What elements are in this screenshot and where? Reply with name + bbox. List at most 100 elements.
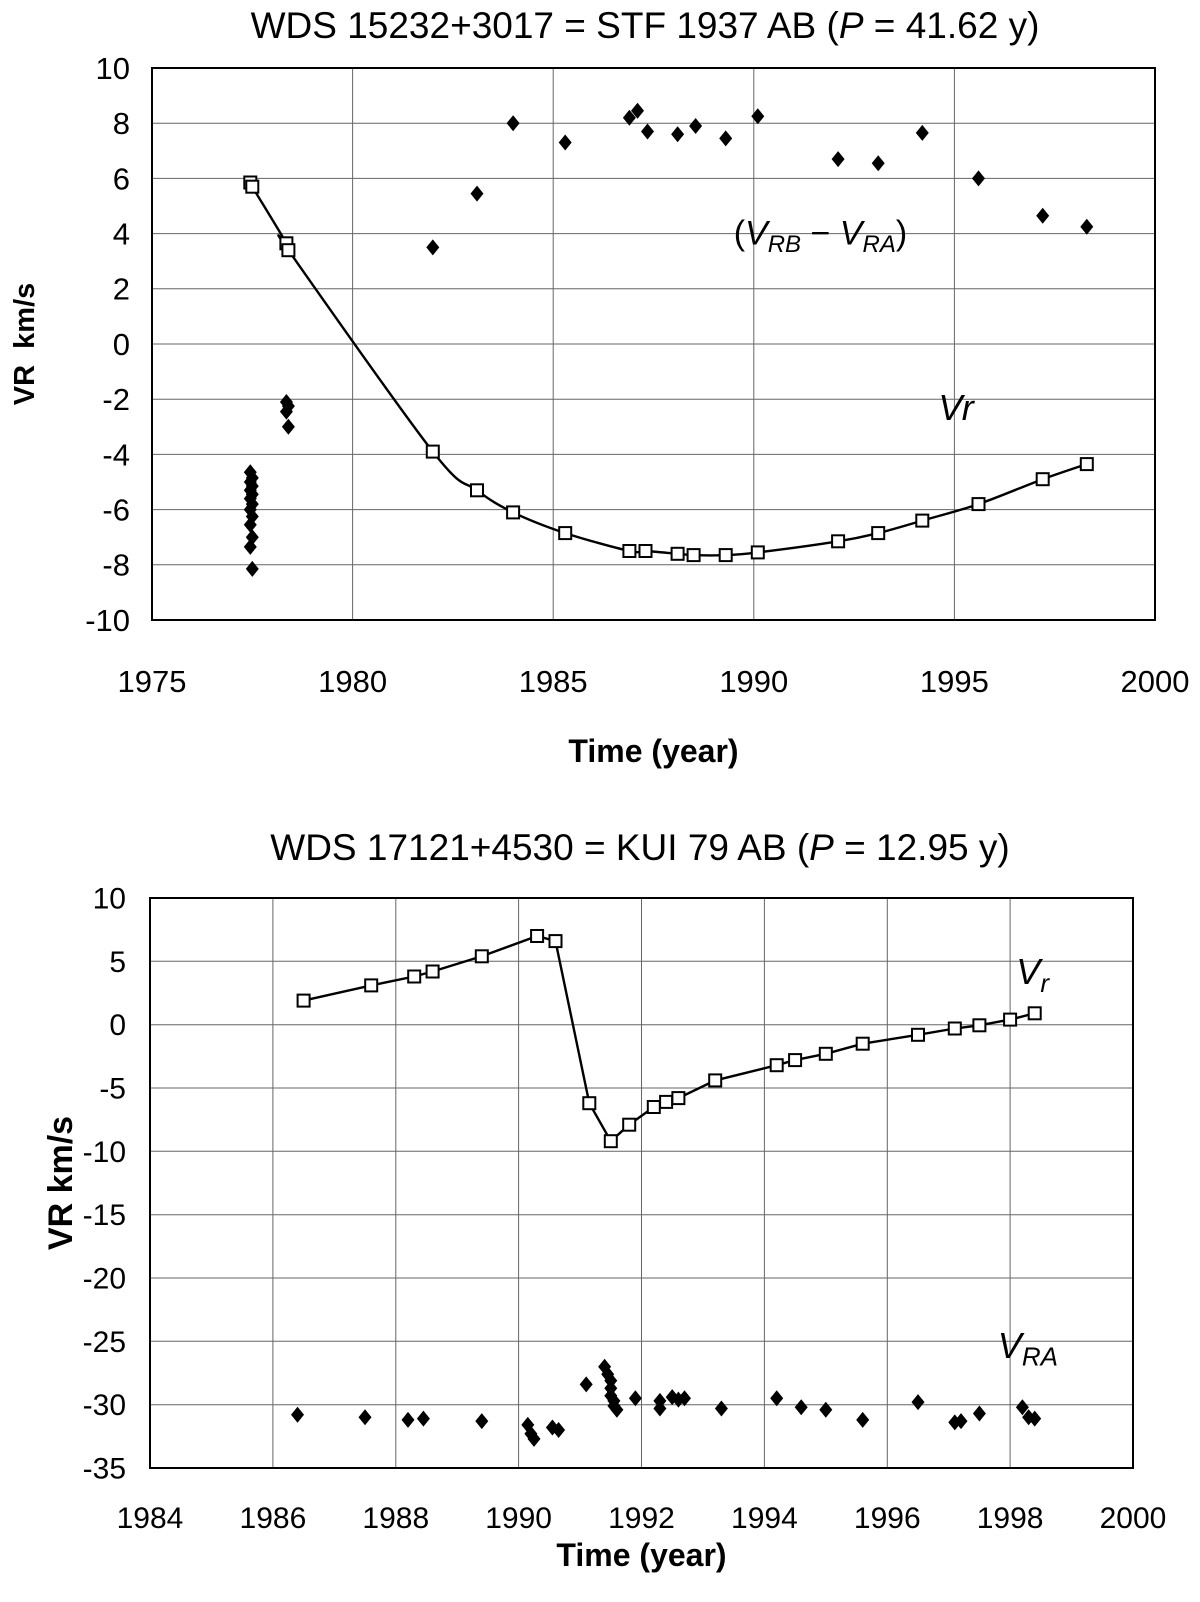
diamond-marker <box>475 1413 489 1430</box>
y-tick-label: -4 <box>102 437 130 472</box>
square-marker <box>1027 1006 1042 1021</box>
diamond-marker <box>1080 218 1094 235</box>
square-marker <box>506 505 521 520</box>
square-marker <box>750 545 765 560</box>
annotation: VRA <box>998 1325 1058 1372</box>
square-marker <box>671 1091 686 1106</box>
x-tick-label: 1992 <box>608 1502 675 1535</box>
diamond-marker <box>291 1406 304 1423</box>
y-tick-label: 2 <box>113 272 130 307</box>
diamond-marker <box>281 418 295 435</box>
gridlines <box>151 67 1156 621</box>
series-1 <box>291 1358 1042 1447</box>
y-tick-label: -15 <box>83 1199 126 1232</box>
diamond-marker <box>622 109 636 126</box>
square-marker <box>425 444 440 459</box>
diamond-marker <box>915 124 929 141</box>
x-tick-label: 1985 <box>519 664 588 699</box>
square-marker <box>470 483 484 498</box>
square-marker <box>1035 472 1050 487</box>
square-marker <box>831 534 846 549</box>
square-marker <box>1003 1012 1018 1027</box>
series-line <box>247 179 1088 557</box>
diamond-marker <box>671 126 685 143</box>
square-marker <box>1079 457 1094 472</box>
x-tick-label: 1980 <box>318 664 387 699</box>
series-1 <box>243 102 1094 577</box>
square-marker <box>582 1096 597 1111</box>
square-marker <box>911 1027 925 1042</box>
square-marker <box>622 544 637 558</box>
y-tick-label: 6 <box>113 161 130 196</box>
y-tick-label: 4 <box>113 216 130 251</box>
tick-labels: 1975 1980 1985 1990 1995 2000 10 8 6 4 2 0 -2 -4 -6 -8 -… <box>85 51 1189 699</box>
diamond-marker <box>871 155 885 172</box>
y-axis-label: VR km/s <box>9 283 41 406</box>
diamond-marker <box>610 1401 624 1418</box>
y-tick-label: -5 <box>99 1073 126 1106</box>
square-marker <box>296 993 311 1008</box>
y-tick-label: -20 <box>83 1263 126 1296</box>
square-marker <box>425 964 440 979</box>
y-tick-label: -8 <box>102 548 130 583</box>
square-marker <box>407 969 422 984</box>
x-tick-label: 1990 <box>485 1502 552 1535</box>
chart-kui-79: 1984 1986 1988 1990 1992 1994 1996 1998 2000 10 5 0… <box>42 827 1167 1573</box>
x-tick-label: 1984 <box>117 1502 184 1535</box>
diamond-marker <box>470 185 484 202</box>
y-tick-label: 10 <box>96 51 130 86</box>
diamond-marker <box>552 1422 566 1438</box>
diamond-marker <box>243 538 257 555</box>
y-tick-label: 10 <box>93 883 126 916</box>
series-line <box>303 934 1035 1144</box>
diamond-marker <box>972 170 985 187</box>
annotation: Vr <box>1016 951 1050 998</box>
x-tick-label: 1975 <box>118 664 187 699</box>
square-marker <box>603 1134 618 1149</box>
square-marker <box>364 978 379 993</box>
square-marker <box>855 1036 870 1051</box>
y-tick-label: 0 <box>113 327 130 362</box>
diamond-marker <box>245 560 259 577</box>
y-tick-label: 5 <box>109 946 126 979</box>
y-axis-label: VR km/s <box>42 1116 80 1250</box>
diamond-marker <box>770 1390 784 1407</box>
square-marker <box>638 544 653 558</box>
series-0 <box>296 929 1042 1149</box>
diamond-marker <box>719 130 733 147</box>
diamond-marker <box>506 115 520 132</box>
diamond-marker <box>524 1425 538 1442</box>
diamond-marker <box>558 134 572 151</box>
square-marker <box>530 929 545 943</box>
square-marker <box>281 243 296 258</box>
square-marker <box>718 548 733 563</box>
diamond-marker <box>631 102 644 119</box>
diamond-marker <box>358 1409 372 1426</box>
y-tick-label: 0 <box>109 1009 126 1042</box>
square-marker <box>769 1058 784 1073</box>
y-tick-label: -10 <box>83 1136 126 1169</box>
diamond-marker <box>972 1405 986 1422</box>
diamond-marker <box>1036 207 1050 224</box>
plot-border <box>151 67 1156 621</box>
diamond-marker <box>1015 1399 1029 1416</box>
square-marker <box>659 1094 674 1109</box>
diamond-marker <box>243 516 257 533</box>
y-tick-label: -35 <box>83 1453 126 1486</box>
x-tick-label: 1995 <box>920 664 989 699</box>
diamond-marker <box>714 1400 728 1417</box>
x-axis-label: Time (year) <box>556 1537 726 1573</box>
x-tick-label: 1988 <box>362 1502 429 1535</box>
diamond-marker <box>794 1399 808 1416</box>
square-marker <box>972 1018 987 1033</box>
square-marker <box>708 1073 723 1088</box>
x-tick-label: 1990 <box>719 664 788 699</box>
diamond-marker <box>751 108 765 125</box>
x-tick-label: 2000 <box>1100 1502 1167 1535</box>
annotation: (VRB − VRA) <box>734 215 907 259</box>
square-marker <box>558 526 573 541</box>
y-tick-label: -2 <box>102 382 130 417</box>
square-marker <box>818 1046 833 1061</box>
diamond-marker <box>641 123 654 140</box>
